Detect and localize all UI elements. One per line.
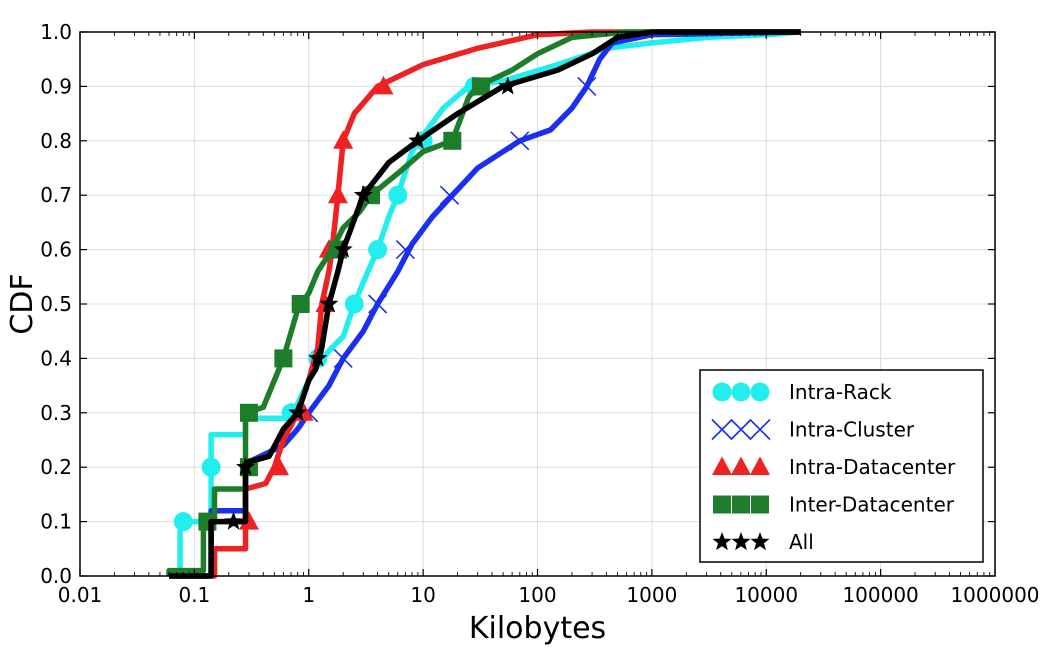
data-point-intra-datacenter [238, 511, 259, 530]
y-tick-label: 0.3 [40, 401, 72, 425]
y-tick-label: 0.8 [40, 129, 72, 153]
legend-marker-intra-rack [712, 382, 732, 402]
legend-marker-inter-datacenter [713, 495, 731, 514]
data-point-intra-rack [173, 512, 193, 532]
x-axis-label: Kilobytes [469, 611, 606, 646]
series-layer [166, 29, 801, 579]
data-point-inter-datacenter [274, 349, 293, 368]
y-tick-label: 0.6 [40, 238, 72, 262]
legend-label-inter-datacenter: Inter-Datacenter [789, 493, 955, 517]
data-point-intra-cluster [577, 76, 597, 96]
x-tick-label: 0.1 [178, 583, 210, 607]
legend-symbol-all [712, 532, 770, 551]
legend-marker-intra-cluster [711, 418, 733, 441]
y-tick-label: 1.0 [40, 20, 72, 44]
data-point-intra-rack [344, 294, 364, 314]
data-point-all [224, 511, 244, 530]
data-point-intra-datacenter [269, 456, 290, 476]
data-point-all [408, 130, 428, 149]
data-point-intra-cluster [395, 240, 415, 260]
data-point-inter-datacenter [291, 295, 310, 313]
legend-marker-intra-cluster [730, 418, 752, 441]
data-point-all [308, 348, 328, 367]
series-all [169, 29, 801, 579]
legend-label-intra-rack: Intra-Rack [789, 380, 892, 404]
data-point-intra-rack [201, 457, 221, 477]
data-point-intra-rack [388, 185, 408, 205]
y-tick-label: 0.7 [40, 183, 72, 207]
data-point-intra-datacenter [327, 184, 348, 204]
axis-ticks: 0.01 0.1 1 10 100 1000 10000 100000 1000000 0.0 0.… [40, 20, 1039, 607]
y-axis-label: CDF [5, 273, 40, 334]
data-point-all [236, 457, 256, 476]
data-point-all [319, 294, 339, 313]
y-tick-label: 0.5 [40, 292, 72, 316]
data-point-intra-datacenter [373, 75, 394, 95]
legend-marker-intra-rack [731, 382, 751, 402]
x-tick-label: 10000 [734, 583, 798, 607]
legend-label-intra-datacenter: Intra-Datacenter [789, 455, 956, 479]
x-tick-label: 100000 [842, 583, 918, 607]
legend-symbol-inter-datacenter [713, 495, 769, 514]
legend-marker-intra-rack [750, 382, 770, 402]
x-tick-label: 0.01 [58, 583, 103, 607]
data-point-intra-datacenter [333, 130, 354, 149]
legend-marker-all [712, 532, 732, 551]
legend-marker-intra-datacenter [712, 456, 732, 475]
y-tick-label: 0.2 [40, 455, 72, 479]
x-tick-label: 1 [302, 583, 315, 607]
data-point-inter-datacenter [443, 131, 462, 150]
data-point-all [353, 185, 373, 204]
x-tick-label: 100 [518, 583, 556, 607]
data-point-all [288, 402, 308, 421]
legend-marker-intra-datacenter [750, 456, 770, 475]
legend-marker-all [731, 532, 751, 551]
legend-marker-intra-datacenter [731, 456, 751, 475]
legend-symbol-intra-rack [712, 382, 770, 402]
data-point-inter-datacenter [239, 403, 258, 422]
data-point-intra-rack [368, 240, 388, 260]
data-point-intra-cluster [439, 185, 460, 205]
legend-marker-intra-cluster [749, 418, 771, 441]
legend-symbol-intra-datacenter [712, 456, 770, 475]
series-intra-rack [167, 29, 801, 579]
y-tick-label: 0.9 [40, 74, 72, 98]
legend-marker-inter-datacenter [732, 495, 750, 514]
x-tick-label: 10 [410, 583, 435, 607]
data-point-all [333, 239, 353, 258]
data-point-all [498, 76, 518, 95]
legend-marker-inter-datacenter [751, 495, 769, 514]
legend-box [699, 369, 984, 563]
data-point-intra-cluster [368, 294, 388, 314]
y-tick-label: 0.0 [40, 564, 72, 588]
x-tick-label: 1000000 [950, 583, 1039, 607]
legend-symbol-intra-cluster [711, 418, 771, 441]
x-tick-label: 1000 [626, 583, 677, 607]
y-tick-label: 0.1 [40, 510, 72, 534]
data-point-inter-datacenter [471, 77, 490, 96]
legend-marker-all [750, 532, 770, 551]
data-point-intra-cluster [333, 348, 353, 368]
legend-label-intra-cluster: Intra-Cluster [789, 418, 915, 442]
legend-label-all: All [789, 530, 814, 554]
legend: Intra-Rack Intra-Cluster Intra-Datacenter I… [699, 369, 984, 563]
y-tick-label: 0.4 [40, 346, 72, 370]
data-point-intra-cluster [510, 131, 530, 151]
